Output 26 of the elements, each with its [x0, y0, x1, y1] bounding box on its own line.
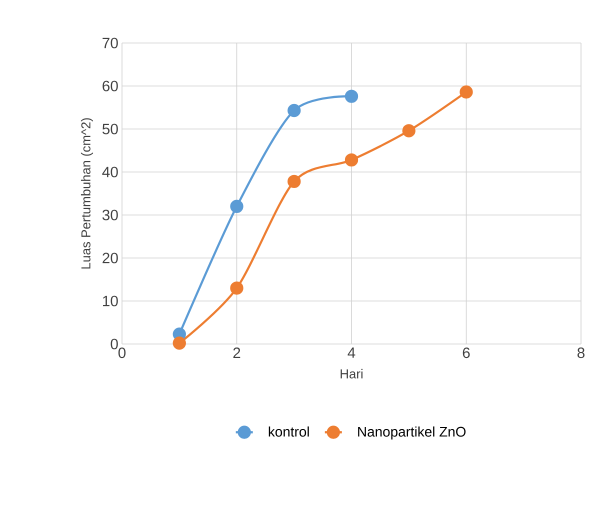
- x-tick-label: 4: [348, 348, 356, 358]
- y-tick-label: 70: [102, 38, 118, 48]
- legend-label: Nanopartikel ZnO: [358, 426, 466, 440]
- x-tick-label: 6: [462, 348, 470, 358]
- y-tick-label: 40: [102, 166, 118, 178]
- legend-label: kontrol: [268, 426, 309, 437]
- point: [460, 85, 473, 99]
- y-tick-label: 20: [102, 252, 118, 264]
- point: [288, 104, 301, 118]
- y-tick-label: 0: [110, 338, 118, 350]
- point: [230, 200, 244, 213]
- point: [288, 174, 301, 188]
- x-tick-label: 2: [233, 348, 240, 358]
- point: [172, 336, 186, 350]
- y-tick-label: 60: [102, 80, 118, 92]
- y-tick-label: 30: [102, 210, 118, 220]
- y-tick-label: 10: [103, 296, 118, 306]
- point: [230, 282, 244, 295]
- x-tick-label: 8: [578, 348, 585, 358]
- point: [402, 124, 416, 138]
- x-axis-title: Hari: [340, 368, 362, 378]
- point: [344, 90, 358, 103]
- y-tick-label: 50: [102, 124, 118, 134]
- x-tick-label: 0: [118, 348, 126, 358]
- y-axis-title: Luas Pertumbuhan (cm^2): [80, 118, 94, 269]
- point: [344, 153, 358, 167]
